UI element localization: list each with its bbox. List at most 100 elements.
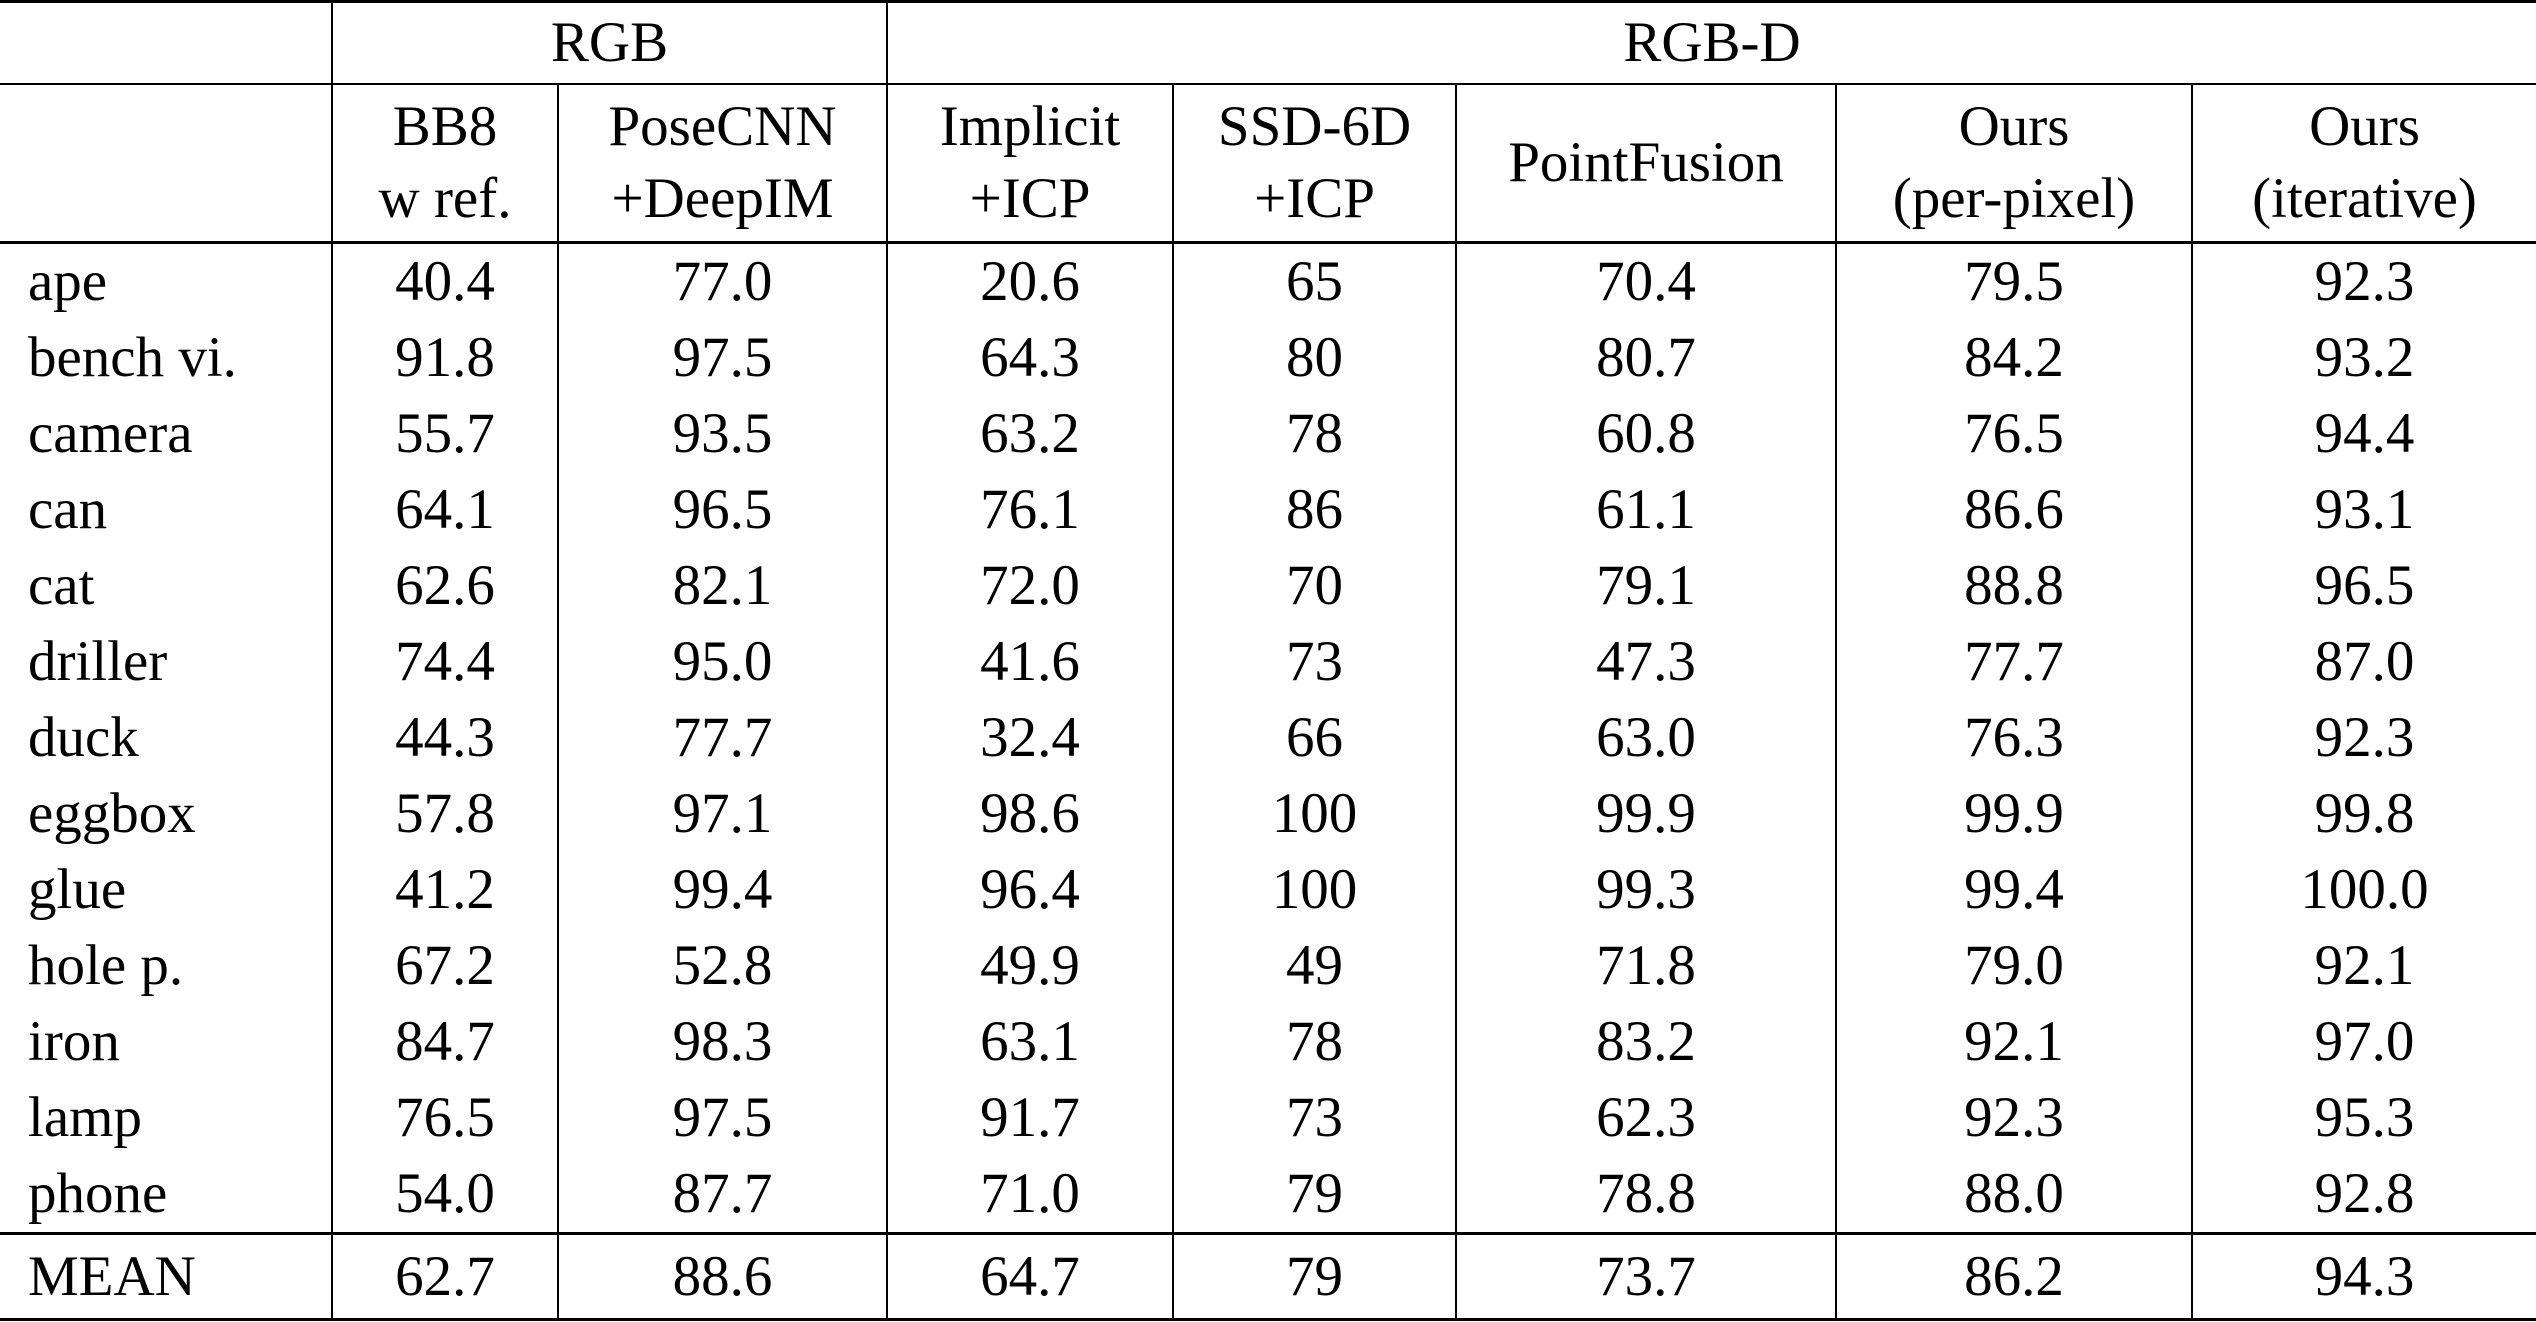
value-cell: 41.2 (331, 851, 558, 928)
group-header-rgbd: RGB-D (886, 1, 2536, 85)
object-row-camera: camera 55.7 93.5 63.2 78 60.8 76.5 94.4 (0, 395, 2536, 472)
value-cell: 52.8 (556, 927, 888, 1004)
method-qualifier: +ICP (969, 166, 1091, 230)
row-label: eggbox (28, 781, 196, 845)
value-cell: 55.7 (331, 395, 558, 472)
object-row-duck: duck 44.3 77.7 32.4 66 63.0 76.3 92.3 (0, 699, 2536, 776)
value-cell: 47.3 (1455, 623, 1837, 700)
value-cell: 98.3 (556, 1003, 888, 1080)
column-header-ssd6d-icp: SSD-6D +ICP (1172, 84, 1457, 244)
value-cell: 99.8 (2191, 775, 2536, 852)
value-cell: 79 (1172, 1231, 1457, 1319)
method-qualifier: w ref. (378, 166, 512, 230)
value-cell: 93.2 (2191, 319, 2536, 396)
value-cell: 99.3 (1455, 851, 1837, 928)
value-cell: 49.9 (886, 927, 1174, 1004)
value-cell: 64.3 (886, 319, 1174, 396)
value-cell: 44.3 (331, 699, 558, 776)
object-row-driller: driller 74.4 95.0 41.6 73 47.3 77.7 87.0 (0, 623, 2536, 700)
object-row-ape: ape 40.4 77.0 20.6 65 70.4 79.5 92.3 (0, 242, 2536, 320)
mean-row: MEAN 62.7 88.6 64.7 79 73.7 86.2 94.3 (0, 1231, 2536, 1319)
value-cell: 100 (1172, 775, 1457, 852)
method-name: Implicit (939, 94, 1121, 158)
value-cell: 78 (1172, 395, 1457, 472)
value-cell: 76.5 (331, 1079, 558, 1156)
value-cell: 49 (1172, 927, 1457, 1004)
corner-empty-cell (0, 1, 332, 85)
value-cell: 76.1 (886, 471, 1174, 548)
value-cell: 96.4 (886, 851, 1174, 928)
value-cell: 63.2 (886, 395, 1174, 472)
value-cell: 84.2 (1835, 319, 2193, 396)
value-cell: 91.7 (886, 1079, 1174, 1156)
value-cell: 62.3 (1455, 1079, 1837, 1156)
object-row-iron: iron 84.7 98.3 63.1 78 83.2 92.1 97.0 (0, 1003, 2536, 1080)
value-cell: 62.6 (331, 547, 558, 624)
object-row-glue: glue 41.2 99.4 96.4 100 99.3 99.4 100.0 (0, 851, 2536, 928)
value-cell: 41.6 (886, 623, 1174, 700)
value-cell: 99.9 (1455, 775, 1837, 852)
value-cell: 20.6 (886, 242, 1174, 320)
value-cell: 92.8 (2191, 1155, 2536, 1233)
value-cell: 99.4 (1835, 851, 2193, 928)
method-name: PoseCNN (608, 94, 837, 158)
row-label: MEAN (0, 1231, 332, 1319)
group-header-rgb: RGB (330, 1, 888, 85)
value-cell: 91.8 (331, 319, 558, 396)
value-cell: 72.0 (886, 547, 1174, 624)
row-label: can (28, 477, 108, 541)
column-header-posecnn-deepim: PoseCNN +DeepIM (556, 84, 888, 244)
row-label: driller (28, 629, 168, 693)
value-cell: 100 (1172, 851, 1457, 928)
column-header-ours-per-pixel: Ours (per-pixel) (1835, 84, 2193, 244)
value-cell: 95.0 (556, 623, 888, 700)
value-cell: 76.5 (1835, 395, 2193, 472)
object-row-phone: phone 54.0 87.7 71.0 79 78.8 88.0 92.8 (0, 1155, 2536, 1233)
value-cell: 71.0 (886, 1155, 1174, 1233)
value-cell: 97.5 (556, 319, 888, 396)
value-cell: 73 (1172, 1079, 1457, 1156)
value-cell: 79 (1172, 1155, 1457, 1233)
header-empty-cell (0, 84, 332, 244)
value-cell: 92.3 (2191, 699, 2536, 776)
value-cell: 77.7 (556, 699, 888, 776)
method-qualifier: (iterative) (2252, 166, 2477, 230)
value-cell: 87.7 (556, 1155, 888, 1233)
value-cell: 70.4 (1455, 242, 1837, 320)
column-header-ours-iterative: Ours (iterative) (2191, 84, 2536, 244)
value-cell: 62.7 (331, 1231, 558, 1319)
method-qualifier: +DeepIM (611, 166, 834, 230)
value-cell: 86.2 (1835, 1231, 2193, 1319)
value-cell: 74.4 (331, 623, 558, 700)
method-qualifier: +ICP (1254, 166, 1375, 230)
method-name: BB8 (392, 94, 498, 158)
value-cell: 64.7 (886, 1231, 1174, 1319)
row-label: camera (28, 401, 193, 465)
group-header-row: RGB RGB-D (0, 1, 2536, 85)
value-cell: 57.8 (331, 775, 558, 852)
value-cell: 86.6 (1835, 471, 2193, 548)
value-cell: 99.9 (1835, 775, 2193, 852)
value-cell: 96.5 (2191, 547, 2536, 624)
value-cell: 79.1 (1455, 547, 1837, 624)
value-cell: 93.5 (556, 395, 888, 472)
column-header-implicit-icp: Implicit +ICP (886, 84, 1174, 244)
value-cell: 95.3 (2191, 1079, 2536, 1156)
object-row-bench-vi: bench vi. 91.8 97.5 64.3 80 80.7 84.2 93.2 (0, 319, 2536, 396)
value-cell: 73 (1172, 623, 1457, 700)
value-cell: 96.5 (556, 471, 888, 548)
row-label: bench vi. (28, 325, 237, 389)
value-cell: 100.0 (2191, 851, 2536, 928)
row-label: cat (28, 553, 95, 617)
value-cell: 67.2 (331, 927, 558, 1004)
value-cell: 92.1 (2191, 927, 2536, 1004)
object-row-can: can 64.1 96.5 76.1 86 61.1 86.6 93.1 (0, 471, 2536, 548)
value-cell: 88.8 (1835, 547, 2193, 624)
value-cell: 88.0 (1835, 1155, 2193, 1233)
method-header-row: BB8 w ref. PoseCNN +DeepIM Implicit +ICP SSD-6… (0, 84, 2536, 244)
object-row-eggbox: eggbox 57.8 97.1 98.6 100 99.9 99.9 99.8 (0, 775, 2536, 852)
column-header-bb8: BB8 w ref. (331, 84, 558, 244)
value-cell: 97.5 (556, 1079, 888, 1156)
method-name: PointFusion (1508, 130, 1784, 194)
value-cell: 40.4 (331, 242, 558, 320)
